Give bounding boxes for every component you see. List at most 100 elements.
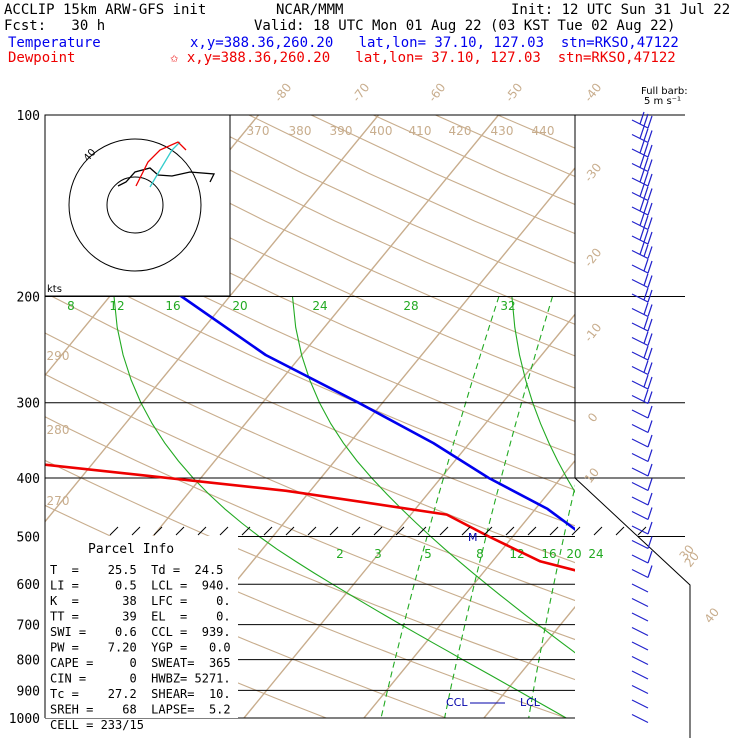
hatch-mark <box>241 526 251 536</box>
isotherm-label: -70 <box>349 81 372 105</box>
mixing-ratio-label: 28 <box>403 299 418 313</box>
theta-label: 420 <box>449 124 472 138</box>
mixing-ratio-label: 24 <box>588 547 603 561</box>
pressure-label-900: 900 <box>17 684 40 699</box>
hodograph-box <box>44 114 231 297</box>
mixing-ratio-label: 16 <box>165 299 180 313</box>
wind-barb <box>631 597 649 608</box>
isotherm-label: 0 <box>585 410 601 425</box>
wind-barb-flag <box>643 215 649 228</box>
wind-barb <box>631 684 649 695</box>
mixing-ratio-label: 8 <box>476 547 484 561</box>
wind-barb <box>631 699 649 709</box>
wind-barb-flag <box>643 331 649 344</box>
hatch-mark <box>615 526 625 536</box>
source-label: NCAR/MMM <box>276 2 344 18</box>
wind-barb <box>631 264 649 274</box>
wind-barb-flag <box>647 318 653 332</box>
theta-label: 380 <box>289 124 312 138</box>
parcel-row: PW = 7.20 YGP = 0.0 <box>50 641 231 655</box>
wind-barb <box>631 336 649 347</box>
wind-barb <box>631 496 649 506</box>
wind-barb-flag <box>647 434 653 448</box>
wind-barb-flag <box>639 155 645 168</box>
wind-barb-flag <box>647 463 653 477</box>
wind-barb <box>631 307 649 318</box>
wind-barb <box>631 670 649 680</box>
forecast-hour: Fcst: 30 h <box>4 18 106 34</box>
theta-label: 390 <box>330 124 353 138</box>
wind-barb-flag <box>647 115 653 129</box>
parcel-row: TT = 39 EL = 0. <box>50 610 231 624</box>
theta-label: 270 <box>47 494 70 508</box>
mixing-ratio-label: 8 <box>67 299 75 313</box>
wind-barb-flag <box>639 126 645 139</box>
pressure-label-300: 300 <box>17 397 40 412</box>
isotherm-label: -60 <box>425 81 448 105</box>
wind-barb-flag <box>647 246 653 259</box>
wind-barb-flag <box>647 507 653 520</box>
wind-barb-flag <box>647 275 653 288</box>
wind-barb-flag <box>647 289 653 303</box>
parcel-row: Tc = 27.2 SHEAR= 10. <box>50 687 231 701</box>
isotherm-label: -80 <box>271 81 294 105</box>
wind-barb-flag <box>647 347 653 361</box>
wind-barb-flag <box>643 186 649 199</box>
pressure-label-500: 500 <box>17 530 40 545</box>
hatch-mark <box>109 526 119 536</box>
mixing-ratio-label: 12 <box>509 547 524 561</box>
wind-barb-flag <box>647 405 653 419</box>
hatch-mark <box>483 526 493 536</box>
wind-barb-flag <box>647 478 653 491</box>
theta-label: 430 <box>491 124 514 138</box>
pressure-label-1000: 1000 <box>9 712 40 727</box>
wind-barb <box>631 583 649 593</box>
wind-barb-flag <box>643 316 649 330</box>
wind-barb-flag <box>639 111 645 125</box>
wind-barb <box>631 554 649 564</box>
pressure-label-400: 400 <box>17 472 40 487</box>
wind-barb <box>631 641 649 651</box>
lcl-label: LCL <box>520 696 541 709</box>
diagonal-edge <box>574 477 691 738</box>
hatch-mark <box>175 526 185 536</box>
wind-barb <box>631 322 649 332</box>
wind-barb-flag <box>639 140 645 154</box>
dry-adiabat-line <box>45 332 575 564</box>
dry-adiabat-line <box>45 459 575 681</box>
hatch-mark <box>527 526 537 536</box>
wind-barb-flag <box>643 287 649 301</box>
wind-barb-flag <box>647 188 653 201</box>
theta-label: 280 <box>47 423 70 437</box>
parcel-row: CAPE = 0 SWEAT= 365 <box>50 656 231 670</box>
wind-barb-flag <box>647 217 653 230</box>
wind-barb <box>631 423 649 434</box>
wind-barb <box>631 481 649 492</box>
wind-barb <box>631 394 649 405</box>
wind-barb-flag <box>639 169 645 183</box>
model-title: ACCLIP 15km ARW-GFS init <box>4 2 207 18</box>
parcel-box <box>45 536 238 718</box>
mixing-ratio-label: 20 <box>232 299 247 313</box>
m-marker: M <box>468 531 478 544</box>
theta-label: 440 <box>532 124 555 138</box>
hodograph-trace-black <box>117 167 216 187</box>
wind-barb <box>631 293 649 303</box>
dry-adiabat-line <box>45 292 575 527</box>
hatch-mark <box>395 526 405 536</box>
wind-barb <box>631 351 649 361</box>
wind-barb-flag <box>639 198 645 212</box>
hatch-mark <box>285 526 295 536</box>
wind-barb-flag <box>643 113 649 127</box>
wind-barb <box>631 525 649 535</box>
theta-label: 370 <box>247 124 270 138</box>
wind-barb-flag <box>643 302 649 315</box>
hodograph-outer-ring <box>68 138 202 272</box>
wind-barb-flag <box>647 550 653 564</box>
wind-barb-flag <box>647 521 653 535</box>
barb-legend-title: Full barb: <box>641 86 688 97</box>
wind-barb-flag <box>643 244 649 257</box>
mixing-ratio-label: 24 <box>312 299 327 313</box>
dry-adiabat-line <box>45 416 575 641</box>
